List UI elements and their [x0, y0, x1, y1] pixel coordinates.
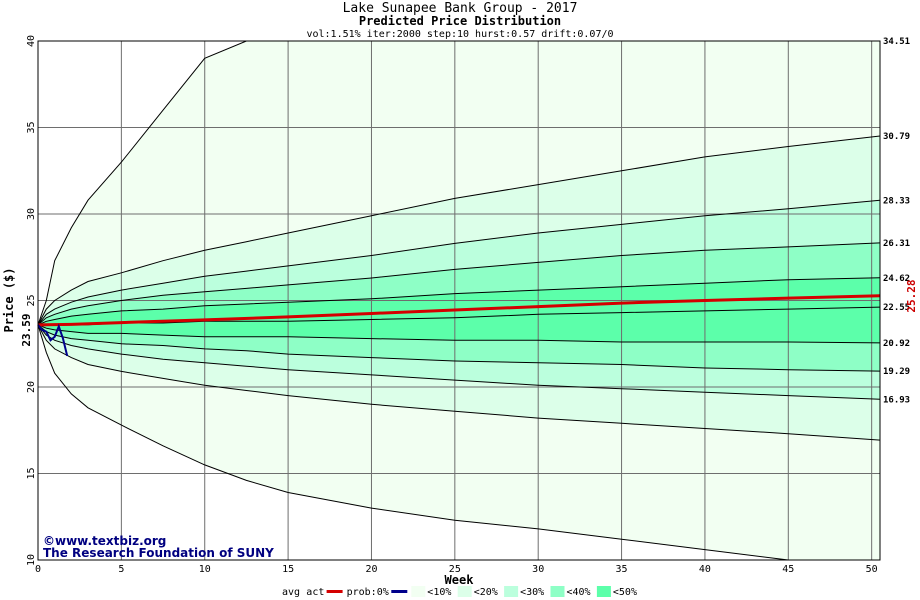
right-value-label: 16.93 — [883, 395, 910, 405]
legend-label-6: <40% — [567, 587, 591, 598]
band-upper-line-1 — [37, 135, 881, 326]
x-axis-label: Week — [445, 573, 475, 587]
legend-label-4: <20% — [474, 587, 498, 598]
legend: avg act prob:0% <10% <20% <30% <40% <50% — [282, 586, 637, 598]
right-value-label: 24.62 — [883, 274, 910, 284]
legend-label-1: act — [306, 587, 324, 598]
legend-label-2: prob:0% — [347, 587, 389, 598]
x-tick-label: 25 — [449, 564, 461, 575]
y-tick-label: 40 — [26, 35, 37, 47]
right-value-label: 28.33 — [883, 196, 910, 206]
band-lower-line-3 — [37, 324, 881, 372]
legend-label-7: <50% — [613, 587, 637, 598]
y-tick-label: 15 — [26, 467, 37, 479]
legend-swatch-4 — [457, 586, 472, 597]
right-value-label: 22.55 — [883, 303, 910, 313]
act-line — [37, 323, 69, 357]
chart-title: Lake Sunapee Bank Group - 2017 — [343, 1, 578, 16]
legend-swatch-7 — [596, 586, 611, 597]
x-tick-label: 30 — [532, 564, 544, 575]
band-upper-line-2 — [37, 199, 881, 326]
band-lower-line-1 — [37, 324, 881, 441]
legend-swatch-6 — [550, 586, 565, 597]
legend-line-2 — [391, 590, 408, 593]
y-tick-label: 25 — [26, 294, 37, 306]
band-lower-line-4 — [37, 324, 881, 344]
plot-frame — [37, 40, 881, 561]
avg-line — [37, 294, 881, 327]
plot-area: 0 5 10 15 20 25 30 35 40 45 50 10 15 20 25 30 35 40 34.51 3… — [26, 35, 910, 575]
right-value-label: 19.29 — [883, 367, 910, 377]
right-value-label: 30.79 — [883, 132, 910, 142]
band-upper-line-3 — [37, 242, 881, 326]
start-price-label: 23.59 — [20, 313, 33, 346]
x-tick-label: 40 — [699, 564, 711, 575]
y-tick-label: 35 — [26, 121, 37, 133]
right-value-label: 34.51 — [883, 37, 910, 47]
y-tick-label: 30 — [26, 208, 37, 220]
y-tick-label: 10 — [26, 554, 37, 566]
chart-params: vol:1.51% iter:2000 step:10 hurst:0.57 d… — [306, 29, 613, 40]
x-tick-label: 35 — [616, 564, 628, 575]
legend-line-1 — [326, 590, 343, 593]
legend-label-5: <30% — [520, 587, 544, 598]
legend-label-3: <10% — [427, 587, 451, 598]
y-axis-label: Price ($) — [2, 267, 16, 332]
band-upper-line-4 — [37, 277, 881, 326]
x-tick-label: 5 — [118, 564, 124, 575]
x-tick-label: 10 — [199, 564, 211, 575]
x-tick-label: 0 — [35, 564, 41, 575]
watermark-org: The Research Foundation of SUNY — [43, 546, 274, 560]
legend-label-0: avg — [282, 587, 300, 598]
right-value-label: 26.31 — [883, 239, 910, 249]
legend-swatch-5 — [504, 586, 519, 597]
end-price-label: 25.28 — [905, 279, 918, 312]
chart-subtitle: Predicted Price Distribution — [359, 14, 561, 28]
x-tick-label: 45 — [782, 564, 794, 575]
x-tick-label: 50 — [866, 564, 878, 575]
right-value-label: 20.92 — [883, 339, 910, 349]
x-tick-label: 20 — [365, 564, 377, 575]
x-tick-label: 15 — [282, 564, 294, 575]
y-tick-label: 20 — [26, 381, 37, 393]
band-lower-line-2 — [37, 324, 881, 400]
band-lower-line-0 — [37, 324, 880, 561]
legend-swatch-3 — [411, 586, 426, 597]
watermark-site: ©www.textbiz.org — [43, 534, 166, 548]
